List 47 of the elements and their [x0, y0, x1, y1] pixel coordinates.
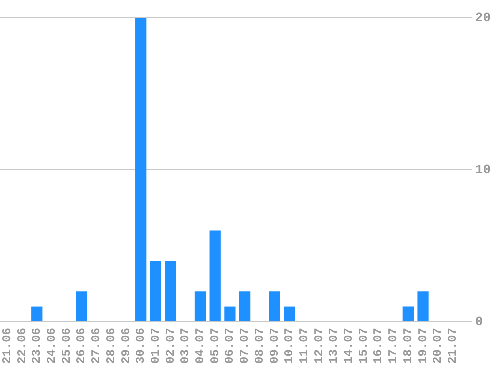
x-tick-label: 08.07	[252, 328, 267, 364]
x-tick-label: 28.06	[104, 328, 118, 364]
x-tick-label: 23.06	[30, 328, 44, 364]
bar	[165, 261, 176, 322]
x-tick-label: 16.07	[372, 328, 386, 364]
x-tick-label: 25.06	[60, 328, 74, 364]
bar	[32, 306, 43, 322]
x-tick-label: 21.06	[0, 328, 14, 364]
x-tick-label: 14.07	[342, 328, 356, 364]
x-tick-label: 24.06	[44, 328, 59, 364]
bar	[76, 292, 88, 322]
x-tick-label: 29.06	[119, 328, 134, 364]
x-tick-label: 15.07	[356, 328, 371, 364]
x-tick-label: 19.07	[416, 328, 430, 364]
bar	[194, 292, 206, 322]
bar	[150, 261, 162, 322]
x-tick-label: 18.07	[401, 328, 416, 364]
y-tick-label: 20	[475, 10, 492, 26]
x-tick-label: 01.07	[148, 328, 163, 364]
y-tick-label: 0	[475, 314, 484, 330]
x-tick-label: 13.07	[327, 328, 342, 364]
x-tick-label: 27.06	[90, 328, 104, 364]
bar	[402, 306, 414, 322]
bar	[269, 292, 280, 322]
bar	[239, 292, 251, 322]
x-tick-label: 02.07	[164, 328, 178, 364]
x-tick-label: 17.07	[386, 328, 401, 364]
x-tick-label: 10.07	[282, 328, 297, 364]
x-tick-label: 07.07	[238, 328, 252, 364]
x-tick-label: 04.07	[194, 328, 208, 364]
bar	[136, 18, 147, 322]
x-tick-label: 06.07	[223, 328, 238, 364]
x-tick-label: 03.07	[178, 328, 193, 364]
y-tick-label: 10	[475, 162, 492, 178]
x-tick-label: 09.07	[268, 328, 282, 364]
x-tick-label: 20.07	[431, 328, 446, 364]
x-tick-label: 05.07	[208, 328, 222, 364]
x-tick-label: 11.07	[297, 328, 312, 364]
bar	[210, 230, 221, 322]
bar	[418, 292, 429, 322]
bar	[284, 306, 296, 322]
x-tick-label: 30.06	[134, 328, 148, 364]
bar	[224, 306, 236, 322]
x-tick-label: 22.06	[15, 328, 30, 364]
x-tick-label: 12.07	[312, 328, 326, 364]
x-tick-label: 26.06	[74, 328, 89, 364]
x-tick-label: 21.07	[446, 328, 460, 364]
